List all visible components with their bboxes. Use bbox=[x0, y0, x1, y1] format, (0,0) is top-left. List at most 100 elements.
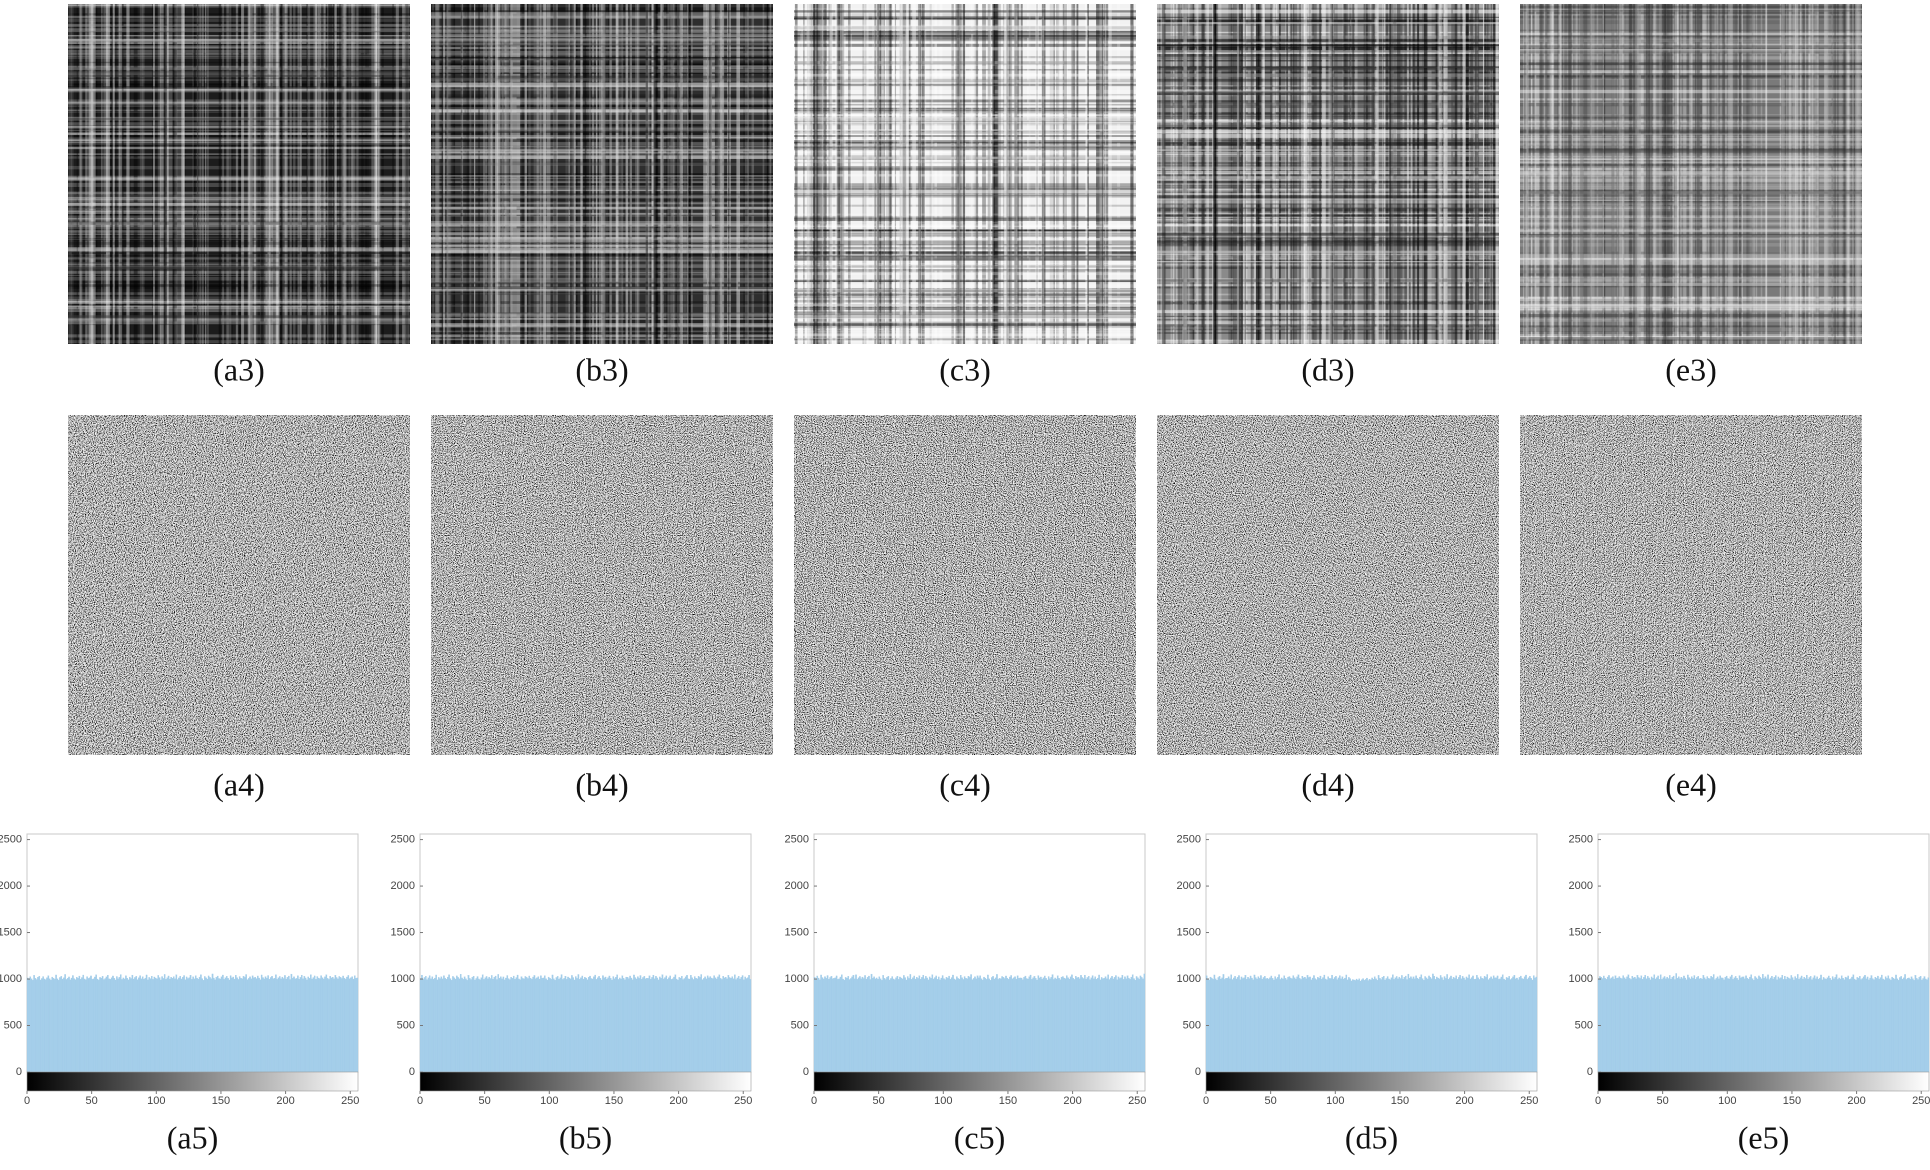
bar bbox=[1361, 979, 1363, 1073]
bar bbox=[629, 975, 631, 1073]
stripe bbox=[1157, 327, 1499, 330]
stripe bbox=[181, 4, 183, 344]
stripe bbox=[794, 83, 1136, 86]
caption: (a5) bbox=[167, 1119, 219, 1155]
stripe bbox=[794, 337, 1136, 340]
stripe bbox=[908, 4, 911, 344]
bar bbox=[1490, 976, 1492, 1073]
bar bbox=[1280, 977, 1283, 1073]
stripe bbox=[112, 4, 114, 344]
bar bbox=[1833, 978, 1835, 1073]
stripe bbox=[119, 4, 122, 344]
bar bbox=[331, 977, 334, 1073]
stripe bbox=[68, 241, 410, 245]
bar bbox=[525, 977, 528, 1073]
bar bbox=[1355, 978, 1358, 1073]
stripe bbox=[444, 4, 447, 344]
bar bbox=[490, 975, 493, 1073]
stripe bbox=[375, 4, 380, 344]
stripe bbox=[1591, 4, 1595, 344]
bar bbox=[297, 975, 299, 1073]
bar bbox=[555, 977, 558, 1073]
stripe bbox=[930, 4, 934, 344]
bar bbox=[1239, 979, 1242, 1073]
bar bbox=[229, 975, 232, 1073]
stripe bbox=[68, 157, 410, 159]
stripe bbox=[794, 144, 1136, 148]
stripe bbox=[68, 230, 410, 234]
stripe bbox=[582, 4, 586, 344]
bar bbox=[1033, 976, 1036, 1073]
stripe bbox=[284, 4, 287, 344]
stripe bbox=[306, 4, 309, 344]
bar bbox=[1919, 975, 1922, 1073]
bar bbox=[868, 975, 870, 1073]
stripe bbox=[794, 194, 1136, 197]
bar bbox=[624, 979, 626, 1073]
bar bbox=[637, 976, 639, 1073]
stripe bbox=[1437, 4, 1441, 344]
stripe bbox=[1392, 4, 1397, 344]
stripe bbox=[1520, 318, 1862, 322]
stripe bbox=[1580, 4, 1584, 344]
bar bbox=[1023, 977, 1025, 1073]
stripe bbox=[157, 4, 162, 344]
stripe bbox=[615, 4, 619, 344]
bar bbox=[682, 979, 684, 1073]
stripe bbox=[1157, 263, 1499, 266]
stripe bbox=[1520, 45, 1862, 50]
stripe bbox=[502, 4, 504, 344]
bar bbox=[1893, 979, 1896, 1073]
stripe bbox=[495, 4, 499, 344]
y-tick-label: 1500 bbox=[785, 926, 809, 938]
bar bbox=[1375, 978, 1377, 1073]
image-background bbox=[794, 4, 1136, 344]
stripe bbox=[1526, 4, 1529, 344]
stripe bbox=[68, 53, 410, 57]
stripe bbox=[688, 4, 692, 344]
stripe bbox=[939, 4, 943, 344]
stripe bbox=[1520, 158, 1862, 161]
stripe bbox=[1157, 119, 1499, 124]
stripe bbox=[355, 4, 360, 344]
bar bbox=[1799, 977, 1802, 1073]
bar bbox=[51, 976, 54, 1073]
stripe bbox=[68, 141, 410, 145]
bar bbox=[976, 975, 979, 1073]
bar bbox=[1887, 975, 1890, 1073]
bar bbox=[1142, 978, 1144, 1073]
stripe bbox=[969, 4, 972, 344]
bar bbox=[1102, 978, 1104, 1073]
stripe bbox=[1520, 302, 1862, 306]
bar bbox=[1767, 974, 1769, 1073]
stripe bbox=[431, 303, 773, 305]
stripe bbox=[431, 4, 434, 344]
bar bbox=[1804, 978, 1807, 1073]
bar bbox=[674, 974, 677, 1073]
stripe bbox=[794, 138, 1136, 142]
stripe bbox=[1157, 139, 1499, 142]
bar bbox=[644, 978, 647, 1073]
y-tick-label: 0 bbox=[16, 1066, 22, 1078]
stripe bbox=[1520, 98, 1862, 101]
stripe bbox=[794, 30, 1136, 33]
stripe bbox=[719, 4, 723, 344]
stripe bbox=[1520, 282, 1862, 286]
stripe bbox=[431, 313, 773, 316]
bar bbox=[700, 974, 703, 1073]
stripe bbox=[1520, 304, 1862, 307]
bar bbox=[441, 978, 444, 1073]
stripe bbox=[794, 313, 1136, 315]
bar bbox=[906, 976, 909, 1073]
stripe bbox=[1520, 163, 1862, 166]
stripe bbox=[1520, 296, 1862, 299]
stripe bbox=[1520, 122, 1862, 125]
bar bbox=[593, 976, 595, 1073]
stripe bbox=[794, 244, 1136, 246]
bar bbox=[585, 977, 587, 1073]
stripe bbox=[1738, 4, 1742, 344]
bar bbox=[925, 976, 927, 1073]
stripe bbox=[601, 4, 604, 344]
bar bbox=[1905, 979, 1908, 1073]
bar bbox=[57, 979, 60, 1073]
